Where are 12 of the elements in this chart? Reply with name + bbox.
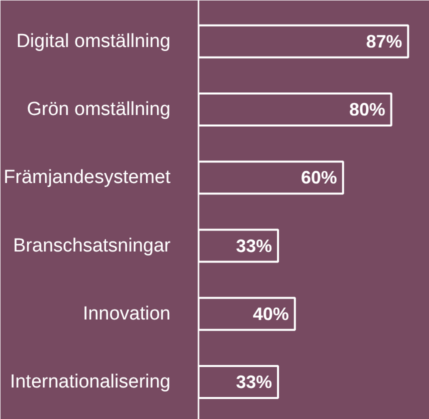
y-tick-label: Branschsatsningar bbox=[13, 235, 172, 256]
data-label: 80% bbox=[349, 100, 386, 120]
data-label: 60% bbox=[301, 168, 338, 188]
data-label: 33% bbox=[236, 372, 272, 392]
y-tick-label: Främjandesystemet bbox=[4, 167, 172, 188]
data-label: 33% bbox=[236, 236, 272, 256]
y-tick-label: Internationalisering bbox=[10, 372, 170, 393]
data-label: 40% bbox=[252, 304, 289, 324]
data-label: 87% bbox=[366, 31, 402, 52]
y-tick-label: Grön omställning bbox=[26, 99, 170, 120]
y-tick-label: Innovation bbox=[82, 303, 171, 324]
y-tick-label: Digital omställning bbox=[16, 30, 171, 52]
